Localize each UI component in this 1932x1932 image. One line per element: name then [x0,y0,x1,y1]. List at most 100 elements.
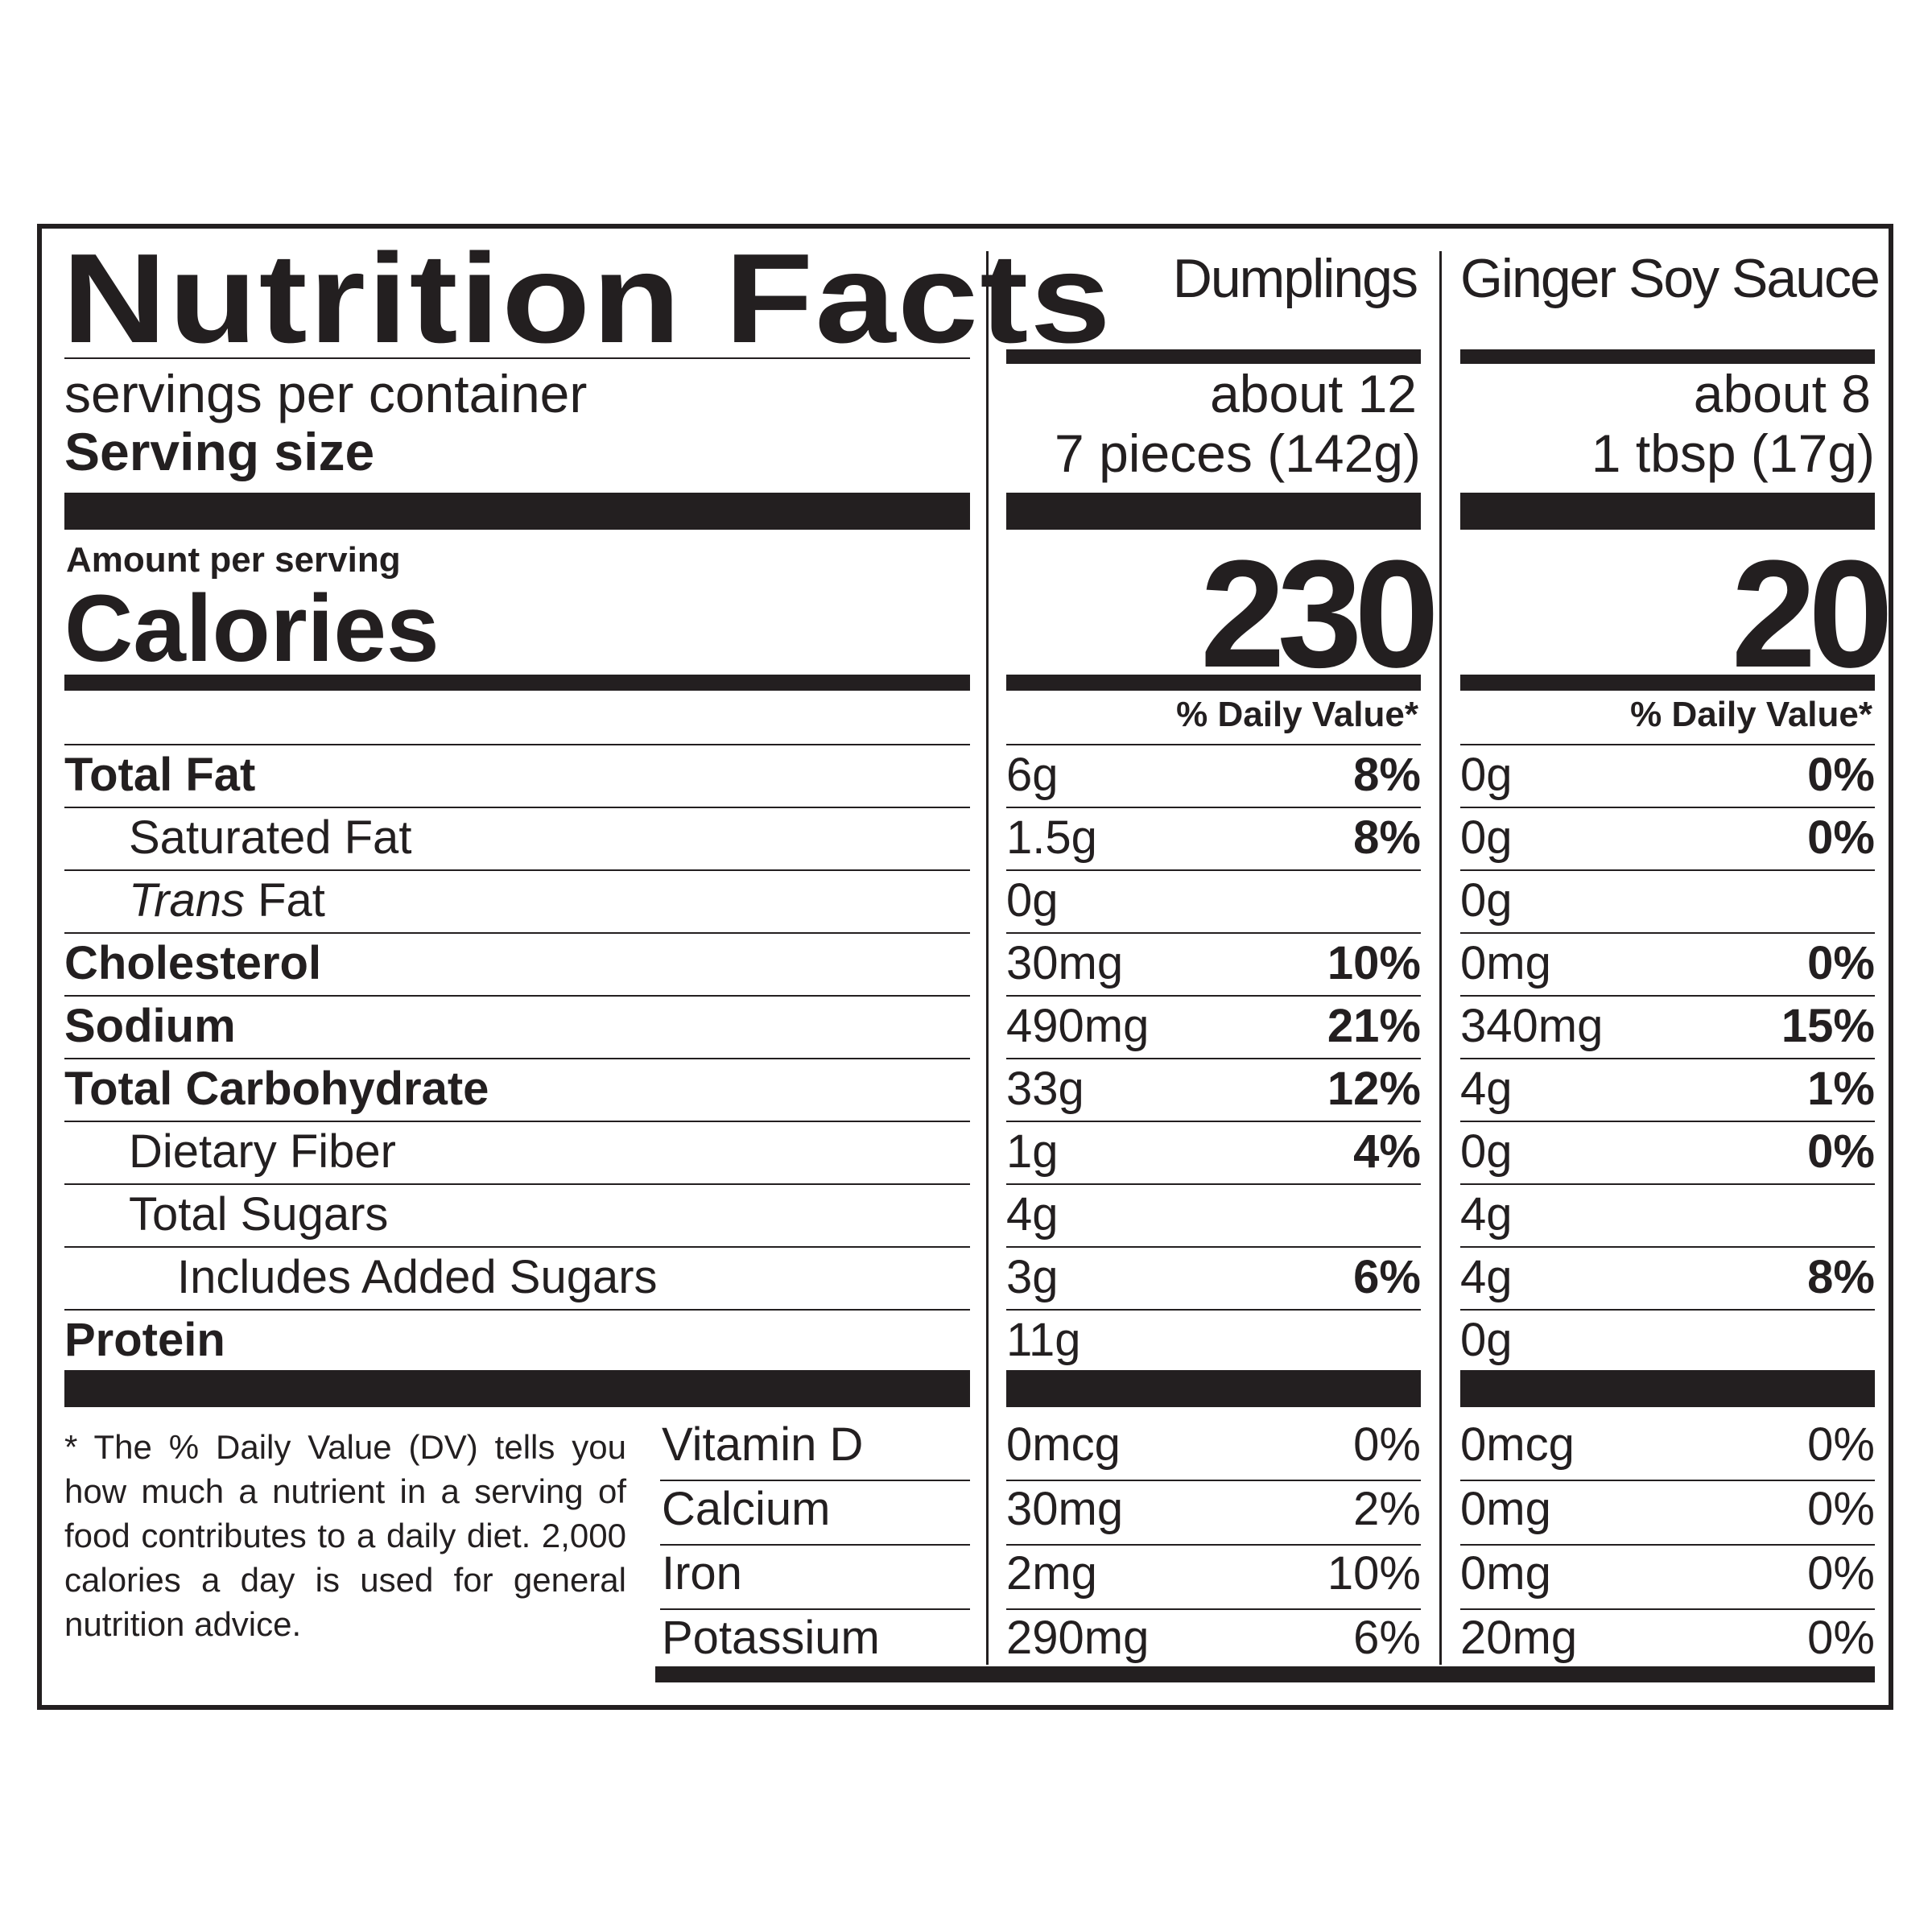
calories-dumplings: 230 [1199,529,1439,700]
dv-sauce: 0% [1807,749,1875,801]
product-name-dumplings: Dumplings [1172,248,1418,309]
nutrient-label-text: Total Sugars [129,1188,389,1241]
vitamin-rule [1460,1544,1875,1546]
nutrient-label: Total Fat [64,752,255,799]
vitamin-rule [1460,1480,1875,1481]
row-rule [1460,1121,1875,1122]
amount-sauce: 0mg [1460,937,1551,989]
nutrient-label: Dietary Fiber [129,1129,396,1175]
dv-dumplings: 6% [1353,1251,1421,1303]
servings-dumplings: about 12 [1210,364,1417,423]
row-rule [1006,807,1421,808]
product-header-rule-2 [1460,349,1875,364]
row-rule [1006,1121,1421,1122]
vitamin-label: Potassium [662,1612,880,1664]
amount-dumplings: 6g [1006,749,1059,801]
nutrient-label: Includes Added Sugars [177,1254,658,1301]
calories-bar-2 [1460,675,1875,691]
serving-size-sauce: 1 tbsp (17g) [1591,423,1875,483]
serving-size-label: Serving size [64,422,375,481]
dv-sauce: 0% [1807,811,1875,864]
dv-sauce: 0% [1807,937,1875,989]
title-rule [64,357,970,359]
vitamin-amount-dumplings: 290mg [1006,1612,1150,1664]
vitamin-rule [1006,1480,1421,1481]
amount-dumplings: 11g [1006,1314,1081,1366]
vitamin-amount-dumplings: 0mcg [1006,1418,1121,1471]
row-rule [1006,1183,1421,1185]
nutrient-label-italic: Trans [129,874,245,927]
vitamin-dv-dumplings: 0% [1353,1418,1421,1471]
vitamin-amount-dumplings: 2mg [1006,1547,1097,1600]
vitamin-amount-dumplings: 30mg [1006,1483,1124,1535]
product-name-sauce: Ginger Soy Sauce [1460,248,1880,309]
protein-bar-1 [1006,1370,1421,1407]
amount-dumplings: 3g [1006,1251,1059,1303]
servings-sauce: about 8 [1693,364,1871,423]
vitamin-amount-sauce: 0mg [1460,1483,1551,1535]
nutrient-label-text: Total Carbohydrate [64,1063,489,1115]
row-rule [1460,807,1875,808]
amount-sauce: 4g [1460,1188,1513,1241]
calories-bar [64,675,970,691]
dv-sauce: 1% [1807,1063,1875,1115]
calories-bar-1 [1006,675,1421,691]
amount-sauce: 0g [1460,1125,1513,1178]
nutrient-label-text: Includes Added Sugars [177,1251,658,1303]
row-rule [1006,744,1421,745]
row-rule [1006,869,1421,871]
vitamin-rule [660,1480,970,1481]
dv-sauce: 15% [1781,1000,1875,1052]
row-rule [1460,1183,1875,1185]
nutrient-label-text: Total Fat [64,749,256,801]
row-rule [1460,1246,1875,1248]
nutrient-label: Total Carbohydrate [64,1066,489,1113]
dv-dumplings: 12% [1327,1063,1421,1115]
nutrient-label: Protein [64,1317,225,1364]
amount-dumplings: 1.5g [1006,811,1097,864]
nutrient-label-text: Cholesterol [64,937,322,989]
dv-dumplings: 21% [1327,1000,1421,1052]
vitamin-dv-sauce: 0% [1807,1483,1875,1535]
dv-sauce: 8% [1807,1251,1875,1303]
vitamin-dv-sauce: 0% [1807,1547,1875,1600]
calories-sauce: 20 [1731,529,1893,700]
row-rule [1460,995,1875,997]
nutrient-label: Trans Fat [129,877,325,924]
nutrient-label-text: Fat [244,874,325,927]
amount-sauce: 0g [1460,811,1513,864]
nutrient-label-text: Saturated Fat [129,811,412,864]
vitamin-dv-dumplings: 10% [1327,1547,1421,1600]
nutrient-label-text: Sodium [64,1000,236,1052]
row-rule [64,744,970,745]
vitamin-amount-sauce: 20mg [1460,1612,1578,1664]
vitamin-rule [660,1608,970,1610]
row-rule [1006,995,1421,997]
daily-value-header-dumplings: % Daily Value* [1176,695,1418,734]
amount-sauce: 0g [1460,874,1513,927]
vitamin-rule [1460,1608,1875,1610]
amount-per-serving: Amount per serving [66,540,401,580]
daily-value-header-sauce: % Daily Value* [1630,695,1872,734]
nutrient-label-text: Dietary Fiber [129,1125,396,1178]
serving-size-bar-1 [1006,493,1421,530]
nutrition-facts-panel [37,224,1893,1710]
row-rule [64,869,970,871]
serving-size-bar-2 [1460,493,1875,530]
vitamin-rule [1006,1544,1421,1546]
dv-dumplings: 4% [1353,1125,1421,1178]
vitamin-label: Calcium [662,1483,831,1535]
row-rule [1460,869,1875,871]
dv-dumplings: 8% [1353,749,1421,801]
nutrient-label: Cholesterol [64,940,321,987]
vitamin-label: Iron [662,1547,742,1600]
amount-dumplings: 4g [1006,1188,1059,1241]
row-rule [64,807,970,808]
row-rule [1460,1058,1875,1059]
row-rule [1460,932,1875,934]
row-rule [64,1246,970,1248]
amount-sauce: 0g [1460,1314,1513,1366]
row-rule [1006,932,1421,934]
row-rule [1460,1309,1875,1311]
serving-size-dumplings: 7 pieces (142g) [1055,423,1421,483]
